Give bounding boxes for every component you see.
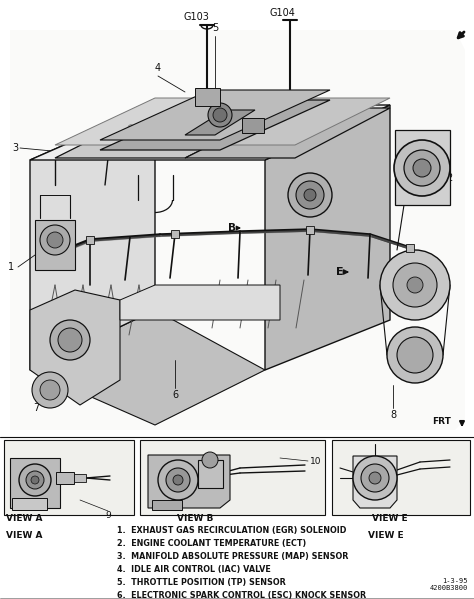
Circle shape — [213, 108, 227, 122]
Circle shape — [208, 103, 232, 127]
Circle shape — [50, 320, 90, 360]
Bar — [152, 500, 182, 510]
Bar — [171, 230, 179, 238]
Circle shape — [361, 464, 389, 492]
Circle shape — [128, 125, 134, 131]
Bar — [86, 236, 94, 244]
Circle shape — [407, 277, 423, 293]
Circle shape — [47, 232, 63, 248]
Text: G104: G104 — [269, 8, 295, 18]
Text: 5: 5 — [212, 23, 218, 33]
Text: 1-3-95: 1-3-95 — [443, 578, 468, 584]
Text: 10: 10 — [310, 456, 321, 465]
Circle shape — [288, 173, 332, 217]
Polygon shape — [100, 100, 330, 150]
Bar — [4, 440, 134, 515]
Circle shape — [404, 150, 440, 186]
Text: VIEW E: VIEW E — [372, 514, 408, 523]
Text: 8: 8 — [390, 410, 396, 420]
Bar — [195, 88, 220, 106]
Text: 1.  EXHAUST GAS RECIRCULATION (EGR) SOLENOID: 1. EXHAUST GAS RECIRCULATION (EGR) SOLEN… — [117, 526, 346, 535]
Polygon shape — [55, 98, 285, 145]
Polygon shape — [30, 290, 120, 405]
Circle shape — [206, 118, 212, 124]
Text: 7: 7 — [33, 403, 39, 413]
Text: VIEW B: VIEW B — [177, 514, 213, 523]
Text: 6: 6 — [172, 390, 178, 400]
Polygon shape — [185, 98, 390, 145]
Bar — [395, 130, 450, 205]
Text: 2: 2 — [447, 173, 453, 183]
Polygon shape — [185, 110, 255, 135]
Polygon shape — [265, 105, 390, 370]
Circle shape — [40, 225, 70, 255]
Polygon shape — [148, 455, 230, 508]
Text: G103: G103 — [183, 12, 209, 22]
Circle shape — [296, 181, 324, 209]
Text: 4200B3800: 4200B3800 — [430, 585, 468, 591]
Bar — [140, 440, 325, 515]
Text: VIEW E: VIEW E — [368, 531, 404, 540]
Text: VIEW A: VIEW A — [6, 514, 43, 523]
Bar — [74, 474, 86, 482]
Text: 6.  ELECTRONIC SPARK CONTROL (ESC) KNOCK SENSOR: 6. ELECTRONIC SPARK CONTROL (ESC) KNOCK … — [117, 591, 366, 599]
Text: FRT: FRT — [432, 418, 451, 426]
Circle shape — [32, 372, 68, 408]
Bar — [198, 460, 223, 488]
Bar — [332, 440, 470, 515]
Bar — [306, 226, 314, 234]
Circle shape — [413, 159, 431, 177]
Circle shape — [369, 472, 381, 484]
Text: 1: 1 — [8, 262, 14, 272]
Circle shape — [393, 263, 437, 307]
Text: 3: 3 — [12, 143, 18, 153]
Circle shape — [394, 140, 450, 196]
Bar — [406, 244, 414, 252]
Circle shape — [166, 468, 190, 492]
Circle shape — [353, 456, 397, 500]
Text: 9: 9 — [105, 511, 111, 520]
Circle shape — [158, 460, 198, 500]
Text: VIEW A: VIEW A — [6, 531, 43, 540]
Polygon shape — [55, 108, 285, 158]
Circle shape — [202, 452, 218, 468]
Circle shape — [304, 189, 316, 201]
Text: 3.  MANIFOLD ABSOLUTE PRESSURE (MAP) SENSOR: 3. MANIFOLD ABSOLUTE PRESSURE (MAP) SENS… — [117, 552, 348, 561]
Polygon shape — [120, 285, 280, 320]
Circle shape — [397, 337, 433, 373]
Circle shape — [180, 120, 186, 126]
Circle shape — [31, 476, 39, 484]
Polygon shape — [30, 310, 265, 425]
Circle shape — [19, 464, 51, 496]
Polygon shape — [353, 456, 397, 508]
Polygon shape — [30, 105, 390, 160]
Polygon shape — [10, 458, 60, 508]
Polygon shape — [30, 105, 155, 370]
Circle shape — [40, 380, 60, 400]
Text: B: B — [228, 223, 236, 233]
Bar — [242, 118, 264, 133]
Text: 4.  IDLE AIR CONTROL (IAC) VALVE: 4. IDLE AIR CONTROL (IAC) VALVE — [117, 565, 271, 574]
Polygon shape — [185, 108, 390, 158]
Polygon shape — [100, 90, 330, 140]
Circle shape — [173, 475, 183, 485]
Polygon shape — [10, 30, 465, 430]
Bar — [35, 220, 75, 270]
Bar — [56, 472, 74, 484]
Circle shape — [154, 122, 160, 128]
Circle shape — [387, 327, 443, 383]
Circle shape — [58, 328, 82, 352]
Text: 2.  ENGINE COOLANT TEMPERATURE (ECT): 2. ENGINE COOLANT TEMPERATURE (ECT) — [117, 539, 306, 548]
Circle shape — [380, 250, 450, 320]
Bar — [12, 498, 47, 510]
Text: 5.  THROTTLE POSITION (TP) SENSOR: 5. THROTTLE POSITION (TP) SENSOR — [117, 578, 286, 587]
Text: E: E — [336, 267, 344, 277]
Text: 4: 4 — [155, 63, 161, 73]
Circle shape — [26, 471, 44, 489]
